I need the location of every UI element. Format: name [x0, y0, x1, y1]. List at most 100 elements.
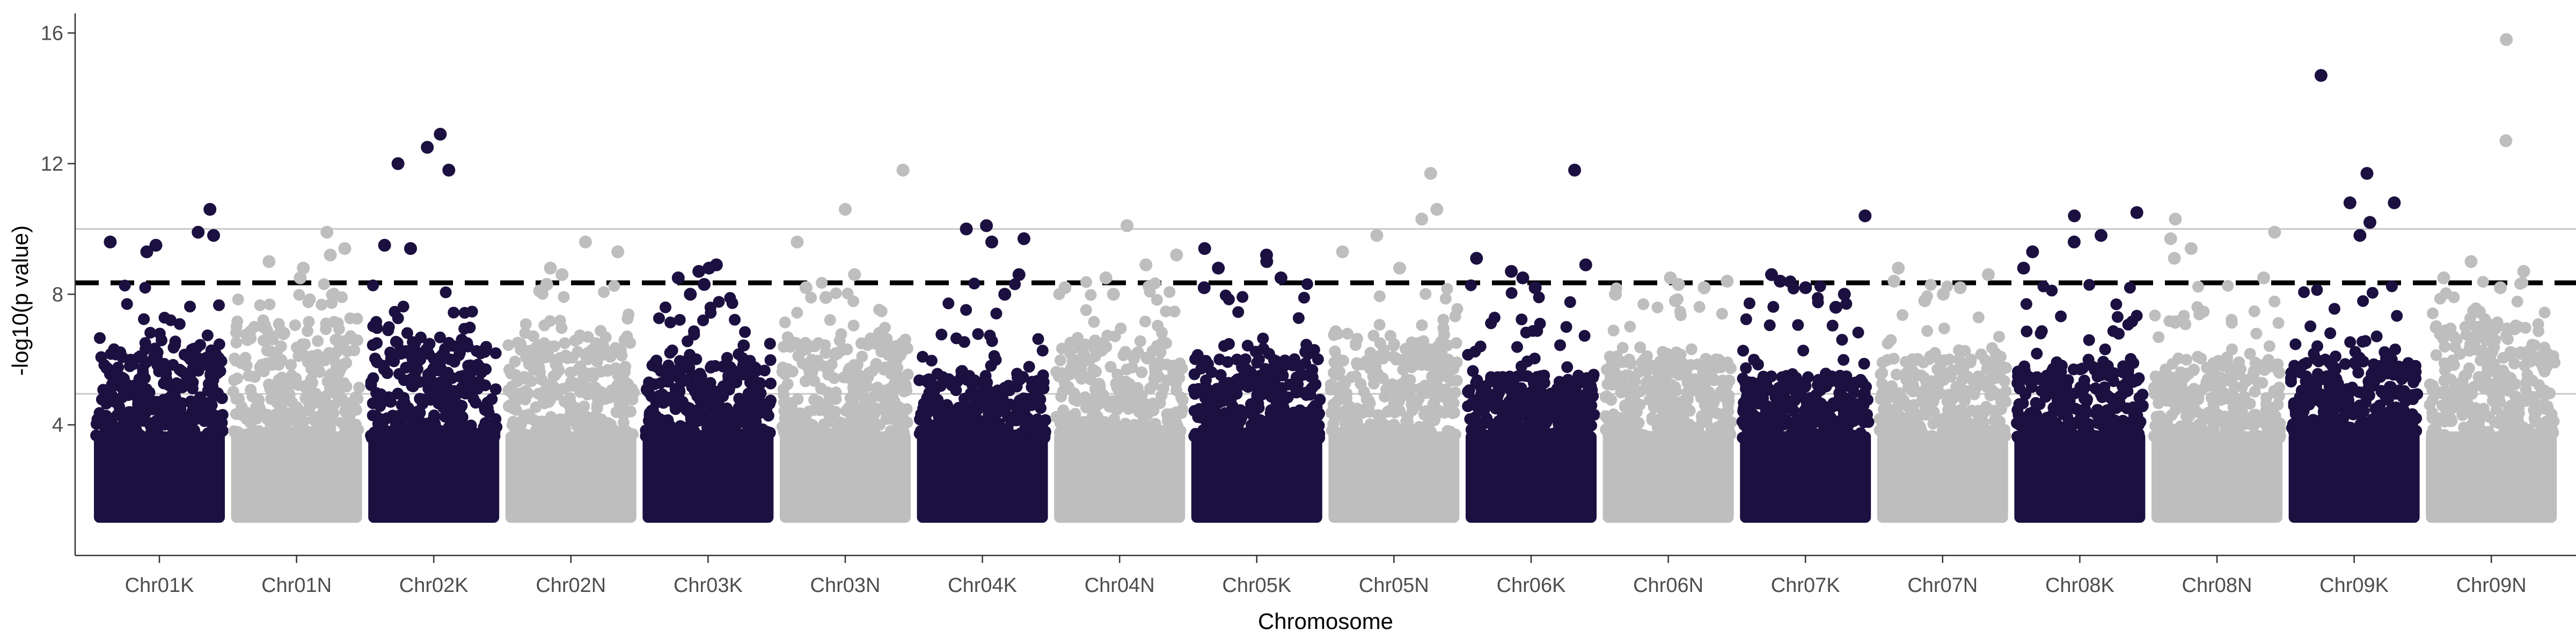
- top-hit-point: [698, 278, 711, 291]
- data-point: [365, 376, 377, 389]
- data-point: [1384, 330, 1396, 342]
- data-point: [664, 420, 676, 432]
- data-point: [312, 335, 324, 347]
- data-point: [382, 324, 394, 336]
- data-point: [2165, 409, 2178, 421]
- data-point: [2107, 325, 2119, 337]
- data-point: [680, 404, 692, 416]
- data-point: [511, 336, 524, 349]
- data-point: [720, 427, 732, 440]
- data-point: [1245, 366, 1257, 378]
- data-point: [1299, 386, 1311, 399]
- data-point: [303, 316, 315, 328]
- data-point: [1298, 291, 1310, 304]
- data-point: [213, 338, 225, 350]
- data-point: [1563, 424, 1575, 436]
- data-point: [1938, 429, 1951, 442]
- data-point: [1836, 334, 1848, 346]
- data-point: [2386, 414, 2398, 426]
- data-point: [1111, 368, 1124, 380]
- data-point: [1201, 399, 1213, 411]
- data-point: [819, 347, 832, 359]
- data-point: [1485, 317, 1497, 330]
- data-point: [519, 385, 532, 397]
- data-point: [371, 356, 383, 368]
- data-point: [2055, 310, 2067, 323]
- data-point: [2182, 390, 2194, 402]
- data-point: [2262, 354, 2274, 366]
- data-point: [1574, 419, 1586, 431]
- data-point: [1585, 419, 1598, 431]
- data-point: [428, 414, 440, 426]
- data-point: [2011, 404, 2024, 416]
- top-hit-point: [998, 288, 1012, 301]
- top-hit-point: [839, 203, 852, 216]
- data-point: [973, 391, 985, 404]
- data-point: [1057, 385, 1069, 398]
- top-hit-point: [338, 242, 352, 255]
- chromosome-points-chr09k: [2285, 69, 2424, 523]
- top-hit-point: [1430, 203, 1444, 216]
- data-point: [231, 315, 244, 327]
- data-point: [184, 369, 196, 381]
- data-point: [986, 335, 998, 347]
- data-point: [2110, 298, 2123, 310]
- data-point: [1891, 389, 1904, 401]
- top-hit-point: [1697, 281, 1711, 295]
- data-point: [721, 352, 733, 364]
- data-point: [870, 357, 882, 370]
- data-point: [1343, 400, 1355, 412]
- data-point: [1060, 421, 1072, 433]
- chromosome-points-chr06n: [1599, 271, 1738, 523]
- data-point: [2222, 280, 2234, 292]
- data-point: [1406, 361, 1418, 374]
- data-point: [830, 386, 842, 399]
- data-point: [2207, 423, 2220, 436]
- data-point: [2083, 279, 2096, 291]
- data-point: [812, 396, 824, 407]
- data-point: [1074, 370, 1086, 382]
- data-point: [211, 410, 223, 422]
- data-point: [2037, 280, 2050, 292]
- chromosome-points-chr05k: [1188, 242, 1326, 523]
- data-point: [2021, 325, 2033, 338]
- data-point: [486, 393, 498, 405]
- data-point: [177, 431, 189, 444]
- data-point: [602, 417, 614, 429]
- data-point: [617, 408, 630, 421]
- data-point: [285, 358, 297, 371]
- top-hit-point: [985, 235, 998, 248]
- data-point: [1374, 337, 1386, 349]
- data-point: [96, 393, 108, 406]
- data-point: [139, 337, 151, 349]
- data-point: [824, 314, 836, 326]
- data-point: [553, 415, 566, 428]
- top-hit-point: [791, 235, 804, 248]
- data-point: [802, 362, 815, 375]
- data-point: [1674, 305, 1686, 318]
- data-point: [1928, 406, 1940, 418]
- dense-point-band: [642, 431, 774, 523]
- data-point: [158, 357, 170, 370]
- data-point: [776, 366, 788, 378]
- data-point: [2058, 430, 2070, 442]
- data-point: [654, 377, 667, 389]
- data-point: [870, 384, 883, 396]
- data-point: [264, 298, 276, 311]
- data-point: [1926, 375, 1938, 387]
- data-point: [2332, 392, 2344, 405]
- data-point: [732, 429, 744, 442]
- data-point: [2127, 401, 2139, 413]
- data-point: [733, 348, 745, 360]
- data-point: [254, 299, 266, 311]
- data-point: [1519, 410, 1532, 422]
- data-point: [2175, 420, 2187, 433]
- data-point: [111, 409, 123, 421]
- data-point: [660, 367, 671, 379]
- data-point: [228, 374, 240, 386]
- data-point: [1396, 354, 1408, 366]
- data-point: [1223, 338, 1235, 350]
- data-point: [489, 413, 502, 425]
- data-point: [408, 354, 420, 366]
- top-hit-point: [2360, 167, 2374, 180]
